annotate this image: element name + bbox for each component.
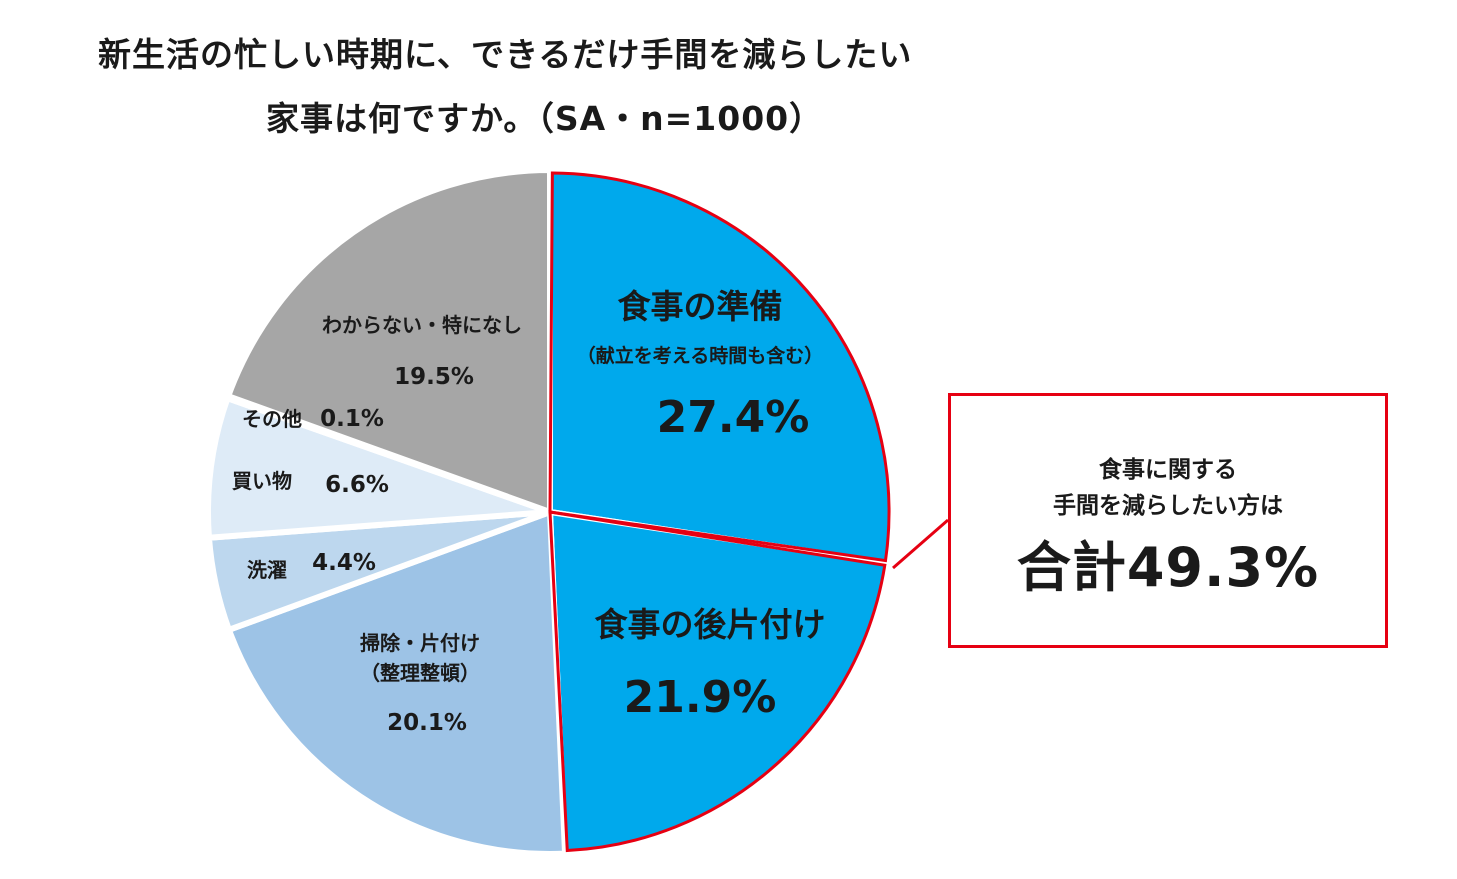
callout-line1: 食事に関する bbox=[1099, 457, 1237, 483]
callout-line2: 手間を減らしたい方は bbox=[1053, 493, 1283, 519]
pie-slice-食事の準備 bbox=[547, 167, 895, 567]
slice-value-買い物: 6.6% bbox=[325, 472, 389, 498]
slice-value-その他: 0.1% bbox=[320, 406, 384, 432]
slice-label-掃除片付け: 掃除・片付け bbox=[360, 631, 480, 655]
pie-slice-食事の後片付け bbox=[547, 509, 892, 857]
pie-slice-highlight-食事の後片付け bbox=[548, 510, 887, 853]
slice-value-食事の後片付け: 21.9% bbox=[624, 672, 777, 723]
callout-total: 合計49.3% bbox=[1016, 536, 1320, 599]
slice-label-食事の後片付け: 食事の後片付け bbox=[595, 605, 826, 644]
chart-title-line2: 家事は何ですか。（SA・n=1000） bbox=[266, 99, 824, 138]
slice-label-買い物: 買い物 bbox=[232, 469, 292, 493]
slice-value-わからない特になし: 19.5% bbox=[394, 364, 474, 390]
pie-slice-わからない特になし bbox=[225, 167, 553, 515]
total-callout-box: 食事に関する 手間を減らしたい方は 合計49.3% bbox=[948, 393, 1388, 648]
slice-sublabel-掃除片付け: （整理整頓） bbox=[360, 661, 480, 685]
slice-value-掃除片付け: 20.1% bbox=[387, 710, 467, 736]
chart-title-line1: 新生活の忙しい時期に、できるだけ手間を減らしたい bbox=[98, 35, 913, 74]
pie-slice-highlight-食事の準備 bbox=[548, 171, 891, 563]
pie-slice-掃除片付け bbox=[225, 509, 569, 858]
slice-label-食事の準備: 食事の準備 bbox=[618, 287, 783, 326]
slice-value-食事の準備: 27.4% bbox=[657, 392, 810, 443]
pie-slice-買い物 bbox=[205, 395, 553, 541]
callout-connector-line bbox=[892, 518, 949, 570]
slice-value-洗濯: 4.4% bbox=[312, 550, 376, 576]
slice-label-洗濯: 洗濯 bbox=[247, 558, 287, 582]
slice-label-その他: その他 bbox=[242, 407, 302, 431]
slice-label-わからない特になし: わからない・特になし bbox=[322, 313, 522, 337]
slice-sublabel-食事の準備: （献立を考える時間も含む） bbox=[577, 344, 823, 367]
